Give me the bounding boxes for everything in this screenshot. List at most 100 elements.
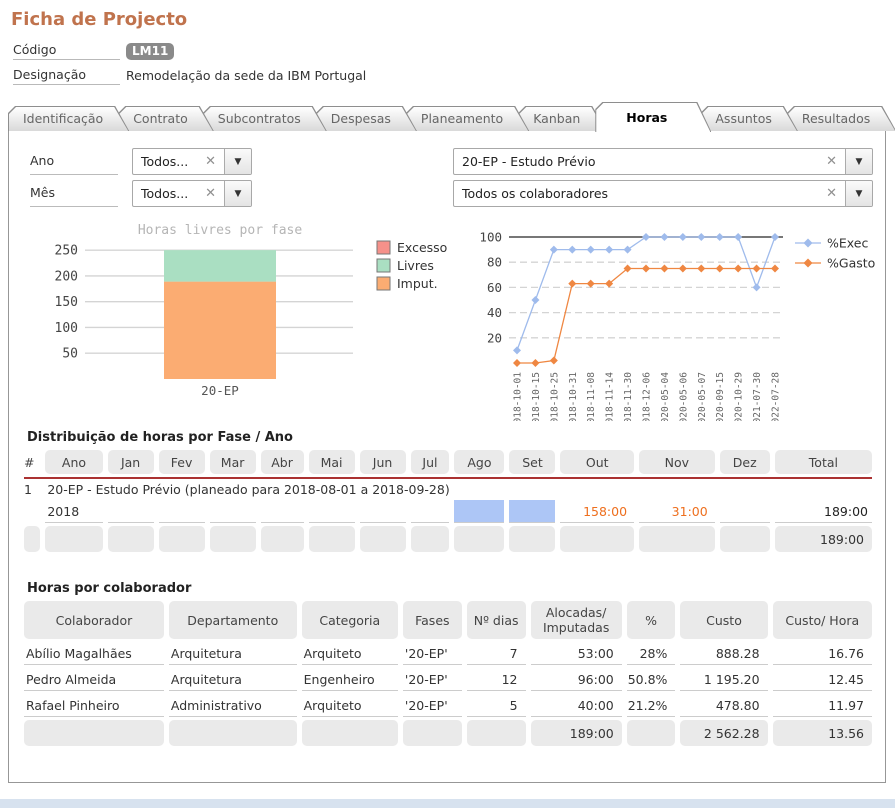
tab-label: Subcontratos — [217, 111, 301, 126]
fase-select[interactable]: 20-EP - Estudo Prévio ✕ ▼ — [453, 148, 873, 175]
tab-planeamento[interactable]: Planeamento — [406, 106, 529, 131]
col-header-nov[interactable]: Nov — [639, 450, 715, 474]
horas-livres-bar-chart: Horas livres por fase 50 100 150 200 250 20-EP… — [27, 217, 471, 424]
col-header-jun[interactable]: Jun — [359, 450, 406, 474]
svg-text:50: 50 — [62, 347, 78, 362]
charts-row: Horas livres por fase 50 100 150 200 250 20-EP… — [27, 217, 876, 429]
col-header-out[interactable]: Out — [560, 450, 635, 474]
tab-contrato[interactable]: Contrato — [118, 106, 214, 131]
month-cell-fev — [158, 500, 205, 523]
ano-select[interactable]: Todos... ✕ ▼ — [132, 148, 252, 175]
svg-text:2020-05-04: 2020-05-04 — [660, 372, 671, 421]
colaboradores-select-value: Todos os colaboradores — [462, 186, 609, 201]
col-header-jan[interactable]: Jan — [107, 450, 154, 474]
codigo-row: Código LM11 — [13, 42, 895, 60]
data-cell: '20-EP' — [402, 668, 462, 691]
data-cell: 28% — [626, 642, 676, 665]
col-header-categoria[interactable]: Categoria — [301, 601, 398, 639]
chevron-down-icon[interactable]: ▼ — [845, 181, 872, 206]
svg-text:2018-11-08: 2018-11-08 — [586, 372, 597, 421]
svg-text:2018-12-06: 2018-12-06 — [642, 372, 653, 421]
marker-gasto — [623, 264, 632, 273]
designacao-label: Designação — [13, 67, 120, 85]
svg-text:2020-05-07: 2020-05-07 — [697, 372, 708, 421]
svg-text:2022-07-28: 2022-07-28 — [771, 372, 782, 421]
marker-exec — [771, 233, 779, 241]
svg-text:2020-10-29: 2020-10-29 — [734, 372, 745, 421]
svg-text:Horas livres por fase: Horas livres por fase — [138, 223, 303, 238]
legend-marker-exec — [803, 238, 813, 248]
data-cell: 21.2% — [626, 694, 676, 717]
mes-select-value: Todos... — [141, 186, 189, 201]
chevron-down-icon[interactable]: ▼ — [224, 149, 251, 174]
col-header-jul[interactable]: Jul — [410, 450, 450, 474]
col-header-mai[interactable]: Mai — [308, 450, 355, 474]
marker-gasto — [771, 264, 779, 273]
col-header-mar[interactable]: Mar — [209, 450, 256, 474]
ano-select-value: Todos... — [141, 154, 189, 169]
tab-fill — [788, 107, 895, 131]
legend-swatch-livres — [376, 258, 391, 273]
marker-exec — [513, 346, 521, 355]
clear-icon[interactable]: ✕ — [826, 186, 837, 201]
tab-horas[interactable]: Horas — [595, 102, 711, 132]
svg-text:Livres: Livres — [397, 258, 434, 273]
col-header-abr[interactable]: Abr — [260, 450, 304, 474]
col-header-ago[interactable]: Ago — [454, 450, 505, 474]
clear-icon[interactable]: ✕ — [826, 154, 837, 169]
data-cell: 53:00 — [530, 642, 622, 665]
tab-subcontratos[interactable]: Subcontratos — [203, 106, 327, 131]
marker-exec — [568, 245, 577, 254]
marker-exec — [678, 233, 687, 241]
col-header-dez[interactable]: Dez — [719, 450, 770, 474]
chevron-down-icon[interactable]: ▼ — [224, 181, 251, 206]
col-header-fases[interactable]: Fases — [402, 601, 462, 639]
col-header-departamento[interactable]: Departamento — [168, 601, 297, 639]
svg-text:2018-10-15: 2018-10-15 — [531, 372, 542, 421]
col-header-colaborador[interactable]: Colaborador — [24, 601, 164, 639]
tab-label: Identificação — [23, 111, 104, 126]
marker-exec — [586, 245, 595, 254]
chevron-down-icon[interactable]: ▼ — [845, 149, 872, 174]
col-header-n-dias[interactable]: Nº dias — [466, 601, 526, 639]
legend-swatch-imput — [376, 276, 391, 291]
marker-exec — [697, 233, 706, 241]
month-cell-set — [509, 500, 556, 523]
month-cell-mai — [308, 500, 355, 523]
tab-identificacao[interactable]: Identificação — [8, 106, 129, 131]
data-cell: Administrativo — [168, 694, 297, 717]
tab-resultados[interactable]: Resultados — [787, 106, 895, 131]
bar-segment-livres — [164, 250, 276, 282]
footer-cell — [560, 526, 635, 552]
col-header-set[interactable]: Set — [509, 450, 556, 474]
marker-gasto — [678, 264, 687, 273]
clear-icon[interactable]: ✕ — [205, 186, 216, 201]
col-header-custo[interactable]: Custo — [680, 601, 768, 639]
colaboradores-select[interactable]: Todos os colaboradores ✕ ▼ — [453, 180, 873, 207]
data-cell: 12 — [466, 668, 526, 691]
clear-icon[interactable]: ✕ — [205, 154, 216, 169]
tab-assuntos[interactable]: Assuntos — [700, 106, 797, 131]
footer-cell — [509, 526, 556, 552]
col-header-fev[interactable]: Fev — [158, 450, 205, 474]
col-header-custo-hora[interactable]: Custo/ Hora — [772, 601, 872, 639]
marker-gasto — [605, 279, 614, 288]
col-header-total[interactable]: Total — [774, 450, 872, 474]
codigo-label: Código — [13, 42, 120, 60]
mes-select[interactable]: Todos... ✕ ▼ — [132, 180, 252, 207]
tab-despesas[interactable]: Despesas — [316, 106, 417, 131]
tab-label: Planeamento — [420, 111, 504, 126]
svg-text:200: 200 — [55, 269, 78, 284]
tab-label: Despesas — [330, 111, 391, 126]
marker-gasto — [586, 279, 595, 288]
data-cell: Arquitetura — [168, 668, 297, 691]
codigo-badge: LM11 — [126, 43, 175, 60]
col-header-[interactable]: % — [626, 601, 676, 639]
tab-kanban[interactable]: Kanban — [518, 106, 606, 131]
col-header-alocadas-imputadas[interactable]: Alocadas/ Imputadas — [530, 601, 622, 639]
month-cell-abr — [260, 500, 304, 523]
filters: Ano Todos... ✕ ▼ 20-EP - Estudo Prévio ✕… — [19, 148, 873, 207]
col-header-ano[interactable]: Ano — [45, 450, 103, 474]
fase-row-index: 1 — [24, 482, 32, 497]
footer-cell — [24, 720, 164, 746]
